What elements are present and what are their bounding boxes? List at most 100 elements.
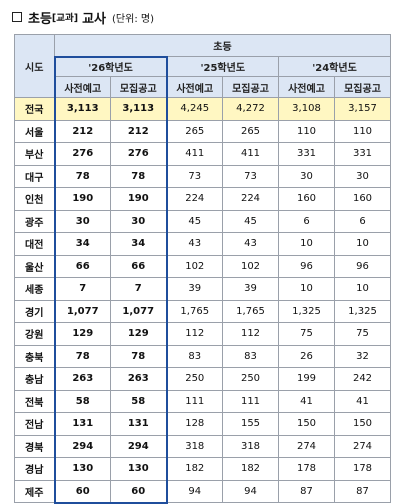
value-cell: 45 [222, 209, 279, 233]
value-cell: 32 [334, 344, 391, 368]
sub-header: 사전예고 [53, 76, 111, 98]
value-cell: 102 [166, 254, 223, 278]
group-header: 초등 [54, 34, 391, 57]
value-cell: 1,077 [53, 299, 111, 323]
value-cell: 294 [110, 434, 168, 458]
table-row: 경남 130 130 182 182 178 178 [14, 457, 391, 481]
value-cell: 58 [110, 389, 168, 413]
value-cell: 6 [278, 209, 335, 233]
unit-label: (단위: 명) [112, 13, 154, 25]
table-row: 광주 30 30 45 45 6 6 [14, 209, 391, 233]
region-cell: 세종 [14, 277, 55, 301]
table-row: 울산 66 66 102 102 96 96 [14, 254, 391, 278]
table-row: 인천 190 190 224 224 160 160 [14, 187, 391, 211]
value-cell: 66 [53, 254, 111, 278]
value-cell: 73 [166, 164, 223, 188]
value-cell: 83 [222, 344, 279, 368]
table-row: 제주 60 60 94 94 87 87 [14, 479, 391, 504]
value-cell: 128 [166, 412, 223, 436]
table-row: 강원 129 129 112 112 75 75 [14, 322, 391, 346]
value-cell: 3,113 [53, 97, 111, 121]
value-cell: 263 [110, 367, 168, 391]
table-row: 경북 294 294 318 318 274 274 [14, 434, 391, 458]
value-cell: 60 [110, 479, 168, 504]
value-cell: 39 [222, 277, 279, 301]
value-cell: 73 [222, 164, 279, 188]
value-cell: 3,113 [110, 97, 168, 121]
region-cell: 전국 [14, 97, 55, 121]
table-row: 세종 7 7 39 39 10 10 [14, 277, 391, 301]
region-header: 시도 [14, 34, 55, 98]
value-cell: 111 [166, 389, 223, 413]
value-cell: 130 [110, 457, 168, 481]
region-cell: 충남 [14, 367, 55, 391]
table-row: 충북 78 78 83 83 26 32 [14, 344, 391, 368]
value-cell: 41 [334, 389, 391, 413]
region-cell: 부산 [14, 142, 55, 166]
table-row: 경기 1,077 1,077 1,765 1,765 1,325 1,325 [14, 299, 391, 323]
table-title: 초등 [교과] 교사 (단위: 명) [12, 8, 154, 27]
value-cell: 411 [166, 142, 223, 166]
table-body: 전국 3,113 3,113 4,245 4,272 3,108 3,157 서울 212 212… [14, 97, 391, 504]
region-cell: 충북 [14, 344, 55, 368]
table-row: 전남 131 131 128 155 150 150 [14, 412, 391, 436]
value-cell: 276 [53, 142, 111, 166]
title-main: 초등 [28, 11, 52, 27]
value-cell: 87 [334, 479, 391, 503]
value-cell: 94 [166, 479, 223, 503]
table-row: 충남 263 263 250 250 199 242 [14, 367, 391, 391]
region-cell: 경북 [14, 434, 55, 458]
value-cell: 190 [53, 187, 111, 211]
year-header: '26학년도 [53, 55, 168, 77]
value-cell: 110 [278, 119, 335, 143]
value-cell: 94 [222, 479, 279, 503]
value-cell: 250 [166, 367, 223, 391]
value-cell: 30 [334, 164, 391, 188]
value-cell: 10 [334, 277, 391, 301]
value-cell: 43 [222, 232, 279, 256]
value-cell: 10 [334, 232, 391, 256]
table-row-total: 전국 3,113 3,113 4,245 4,272 3,108 3,157 [14, 97, 391, 121]
value-cell: 4,272 [222, 97, 279, 121]
value-cell: 1,077 [110, 299, 168, 323]
value-cell: 83 [166, 344, 223, 368]
table-row: 서울 212 212 265 265 110 110 [14, 119, 391, 143]
region-cell: 전북 [14, 389, 55, 413]
value-cell: 10 [278, 232, 335, 256]
value-cell: 7 [53, 277, 111, 301]
value-cell: 87 [278, 479, 335, 503]
value-cell: 1,765 [166, 299, 223, 323]
value-cell: 294 [53, 434, 111, 458]
value-cell: 155 [222, 412, 279, 436]
value-cell: 318 [222, 434, 279, 458]
teacher-recruitment-table: 시도 초등 '26학년도 '25학년도 '24학년도 사전예고 모집공고 사전예… [14, 34, 391, 504]
table-row: 전북 58 58 111 111 41 41 [14, 389, 391, 413]
value-cell: 265 [222, 119, 279, 143]
value-cell: 96 [278, 254, 335, 278]
value-cell: 178 [334, 457, 391, 481]
region-cell: 제주 [14, 479, 55, 503]
value-cell: 131 [53, 412, 111, 436]
value-cell: 263 [53, 367, 111, 391]
value-cell: 212 [53, 119, 111, 143]
value-cell: 1,325 [278, 299, 335, 323]
value-cell: 112 [222, 322, 279, 346]
value-cell: 30 [110, 209, 168, 233]
region-cell: 대구 [14, 164, 55, 188]
value-cell: 318 [166, 434, 223, 458]
region-cell: 서울 [14, 119, 55, 143]
table-row: 부산 276 276 411 411 331 331 [14, 142, 391, 166]
title-subject-tag: [교과] [51, 13, 79, 24]
year-header: '25학년도 [166, 56, 279, 77]
value-cell: 190 [110, 187, 168, 211]
value-cell: 4,245 [166, 97, 223, 121]
value-cell: 75 [278, 322, 335, 346]
value-cell: 110 [334, 119, 391, 143]
value-cell: 39 [166, 277, 223, 301]
value-cell: 150 [334, 412, 391, 436]
value-cell: 43 [166, 232, 223, 256]
value-cell: 45 [166, 209, 223, 233]
value-cell: 242 [334, 367, 391, 391]
value-cell: 3,157 [334, 97, 391, 121]
value-cell: 7 [110, 277, 168, 301]
